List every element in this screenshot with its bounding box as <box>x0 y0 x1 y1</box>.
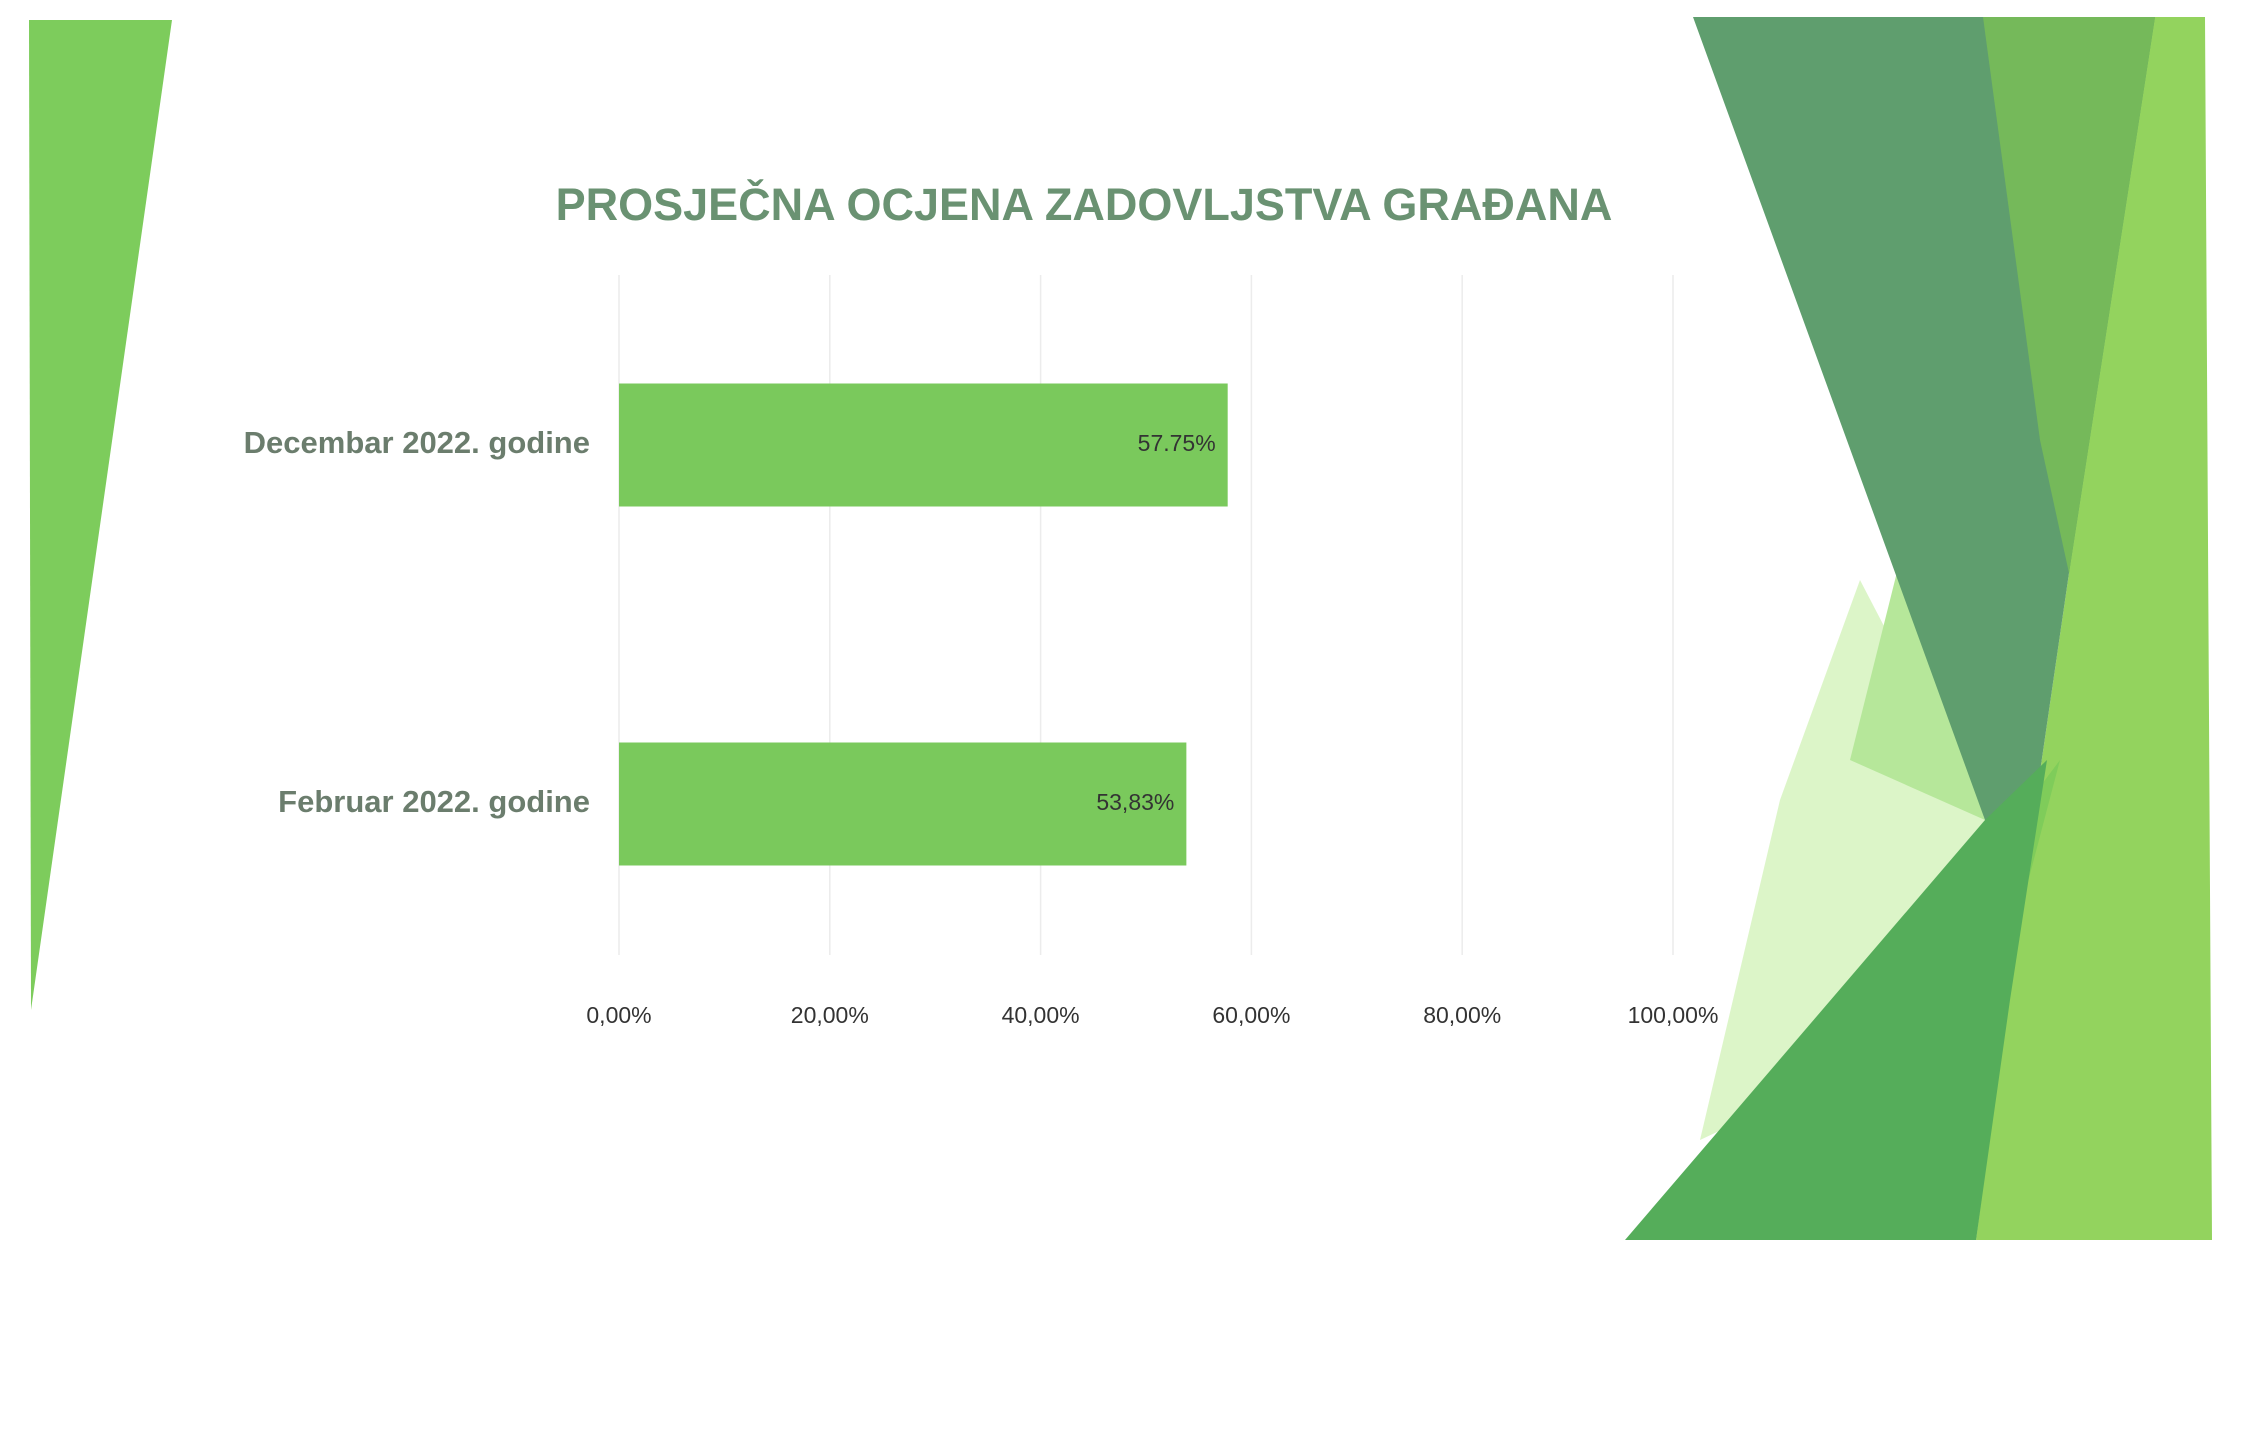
category-label: Decembar 2022. godine <box>244 425 590 460</box>
category-label: Februar 2022. godine <box>278 784 590 819</box>
slide: PROSJEČNA OCJENA ZADOVLJSTVA GRAĐANA 0,0… <box>0 0 2245 1429</box>
x-tick-label: 80,00% <box>1423 1002 1501 1028</box>
bar <box>619 384 1228 507</box>
data-label: 53,83% <box>1096 789 1174 815</box>
x-tick-label: 0,00% <box>586 1002 651 1028</box>
data-label: 57.75% <box>1138 430 1216 456</box>
x-tick-label: 20,00% <box>791 1002 869 1028</box>
chart-title: PROSJEČNA OCJENA ZADOVLJSTVA GRAĐANA <box>556 179 1613 230</box>
x-tick-label: 60,00% <box>1212 1002 1290 1028</box>
x-tick-label: 100,00% <box>1628 1002 1719 1028</box>
x-tick-label: 40,00% <box>1002 1002 1080 1028</box>
